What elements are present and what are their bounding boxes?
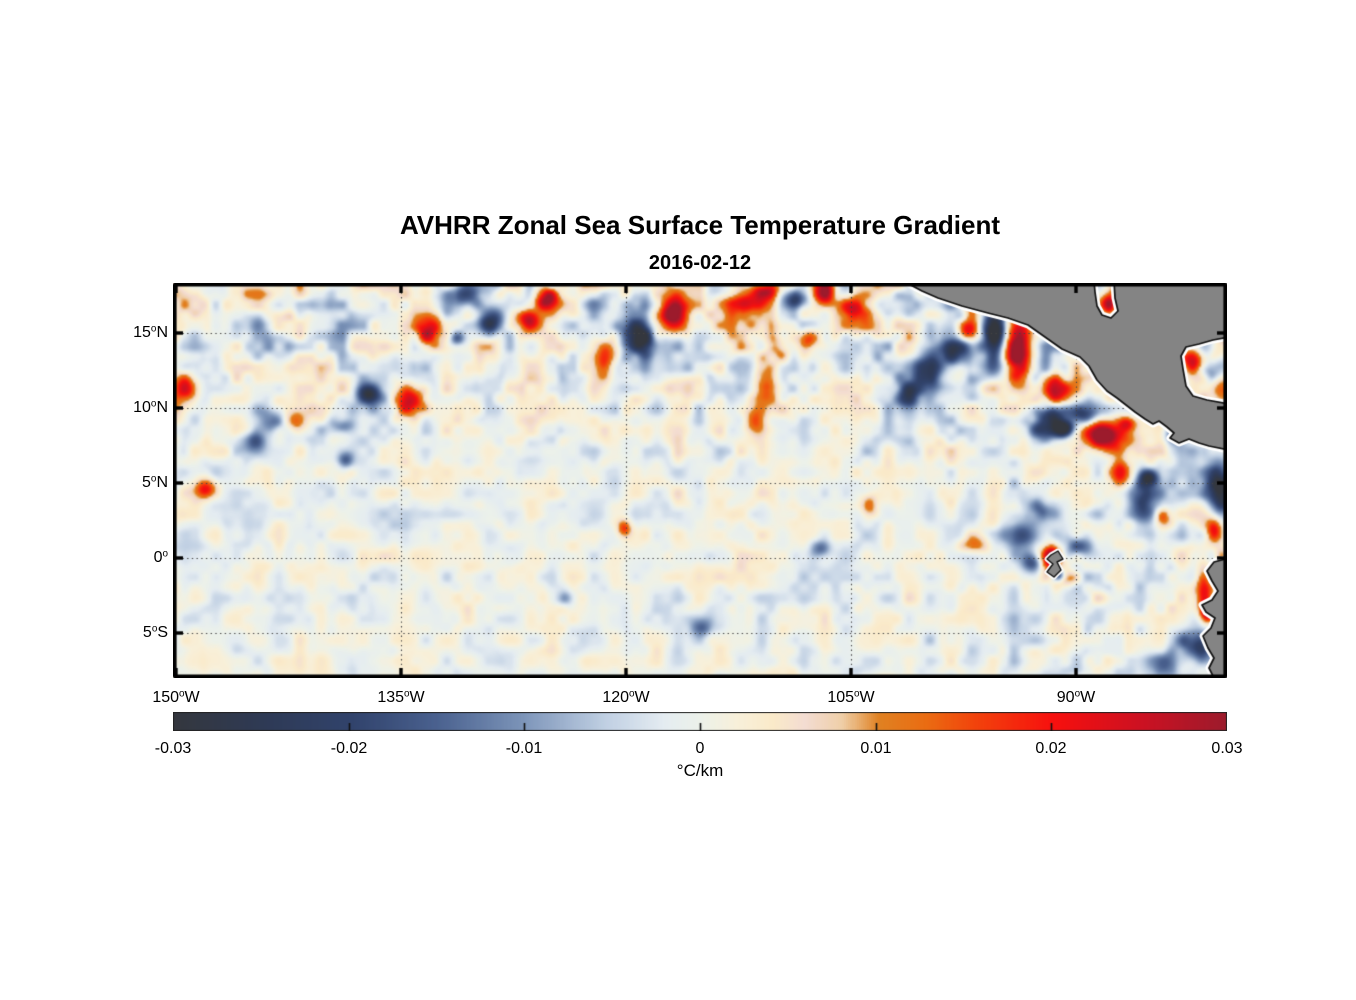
chart-subtitle-date: 2016-02-12	[648, 252, 752, 274]
colorbar-tick-label: -0.02	[330, 740, 368, 757]
x-tick-label: 120oW	[602, 688, 650, 706]
colorbar-canvas	[173, 712, 1227, 731]
x-tick-label: 90oW	[1056, 688, 1096, 706]
y-tick-label: 5oS	[142, 623, 168, 641]
x-tick-label: 135oW	[377, 688, 425, 706]
x-tick-label: 150oW	[152, 688, 200, 706]
colorbar-unit-label: °C/km	[676, 761, 724, 780]
y-tick-label: 5oN	[142, 473, 168, 491]
y-tick-label: 15oN	[133, 323, 168, 341]
chart-title: AVHRR Zonal Sea Surface Temperature Grad…	[399, 210, 1001, 240]
colorbar-tick-label: -0.03	[154, 740, 192, 757]
colorbar-tick-label: -0.01	[505, 740, 543, 757]
colorbar-tick-label: 0	[695, 740, 705, 757]
colorbar-tick-label: 0.03	[1211, 740, 1243, 757]
x-tick-label: 105oW	[827, 688, 875, 706]
colorbar-tick-label: 0.02	[1035, 740, 1067, 757]
colorbar-tick-label: 0.01	[860, 740, 892, 757]
y-tick-label: 10oN	[133, 398, 168, 416]
map-heatmap-canvas	[173, 283, 1227, 678]
y-tick-label: 0o	[153, 548, 168, 566]
